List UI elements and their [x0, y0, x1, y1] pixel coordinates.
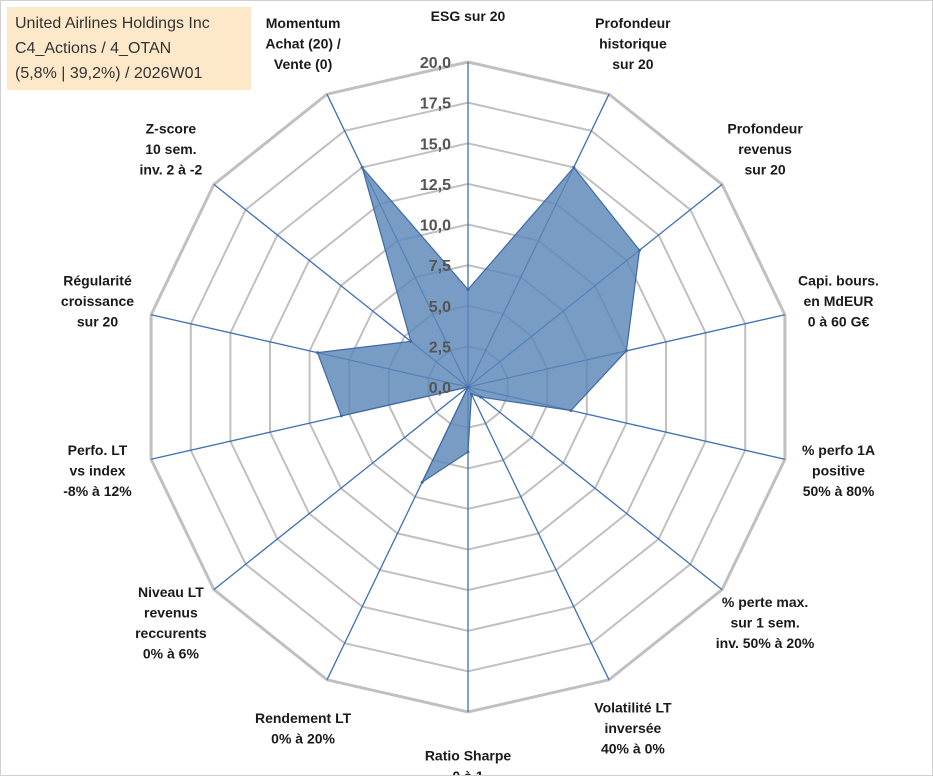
- tick-label: 12,5: [420, 177, 451, 194]
- tick-label: 5,0: [429, 299, 451, 316]
- data-point: [466, 450, 470, 454]
- axis-spoke: [467, 386, 723, 591]
- axis-label-line: sur 20: [744, 161, 785, 177]
- axis-label: % perte max. sur 1 sem. inv. 50% à 20%: [716, 594, 815, 651]
- axis-label: Ratio Sharpe 0 à 1: [425, 748, 512, 776]
- tick-label: 15,0: [420, 136, 451, 153]
- axis-label: % perfo 1A positive 50% à 80%: [802, 442, 875, 499]
- axis-label-line: 10 sem.: [145, 141, 196, 157]
- axis-label: Niveau LT revenus reccurents 0% à 6%: [135, 584, 207, 662]
- axis-label-line: 0 à 1: [452, 768, 483, 775]
- axis-label-line: revenus: [144, 604, 198, 620]
- axis-label-line: Achat (20) /: [265, 35, 341, 51]
- tick-label: 7,5: [429, 258, 451, 275]
- axis-label-line: 0% à 20%: [271, 730, 335, 746]
- axis-label-line: positive: [812, 462, 865, 478]
- axis-label-line: Note: [452, 1, 483, 4]
- axis-label-line: en MdEUR: [804, 293, 874, 309]
- axis-label-line: 50% à 80%: [803, 483, 875, 499]
- axis-label-line: inversée: [604, 720, 661, 736]
- axis-label: Z-score 10 sem. inv. 2 à -2: [140, 120, 203, 177]
- axis-label-line: Niveau LT: [138, 584, 204, 600]
- axis-label-line: sur 20: [77, 314, 118, 330]
- axis-label: Note ESG sur 20: [431, 1, 506, 24]
- tick-label: 10,0: [420, 218, 451, 235]
- axis-label-line: % perfo 1A: [802, 442, 875, 458]
- chart-title-box: United Airlines Holdings Inc C4_Actions …: [7, 7, 251, 90]
- axis-label: Perfo. LT vs index -8% à 12%: [63, 442, 132, 499]
- axis-label-line: Régularité: [63, 273, 132, 289]
- axis-label-line: sur 20: [612, 56, 653, 72]
- axis-label-line: sur 1 sem.: [730, 615, 799, 631]
- data-point: [420, 480, 424, 484]
- tick-label: 20,0: [420, 55, 451, 72]
- title-line-stats: (5,8% | 39,2%) / 2026W01: [15, 65, 203, 82]
- data-point: [316, 351, 319, 355]
- data-point: [572, 165, 576, 169]
- axis-label-line: reccurents: [135, 625, 207, 641]
- axis-label-line: Momentum: [266, 15, 341, 31]
- tick-label: 0,0: [429, 380, 451, 397]
- data-points: [316, 165, 641, 484]
- axis-label: Rendement LT 0% à 20%: [255, 710, 352, 747]
- title-line-category: C4_Actions / 4_OTAN: [15, 40, 172, 57]
- axis-label-line: Z-score: [146, 120, 197, 136]
- axis-label-line: historique: [599, 35, 667, 51]
- axis-label-line: 0 à 60 G€: [808, 314, 870, 330]
- axis-label-line: Profondeur: [727, 120, 803, 136]
- data-point: [479, 395, 483, 399]
- axis-label-line: Ratio Sharpe: [425, 748, 512, 764]
- axis-label: Profondeur historique sur 20: [595, 15, 671, 72]
- axis-label-line: inv. 2 à -2: [140, 161, 203, 177]
- axis-label-line: revenus: [738, 141, 792, 157]
- axis-label-line: croissance: [61, 293, 134, 309]
- axis-label-line: 40% à 0%: [601, 741, 665, 757]
- data-point: [470, 392, 473, 396]
- axis-label-line: Capi. bours.: [798, 273, 879, 289]
- axis-spoke: [467, 386, 610, 681]
- axis-label: Momentum Achat (20) / Vente (0): [265, 15, 341, 72]
- axis-label: Profondeur revenus sur 20: [727, 120, 803, 177]
- data-point: [624, 349, 628, 353]
- data-point: [638, 248, 641, 252]
- axis-label-line: Vente (0): [274, 56, 332, 72]
- axis-label-line: Perfo. LT: [68, 442, 128, 458]
- axis-label-line: inv. 50% à 20%: [716, 635, 815, 651]
- tick-label: 2,5: [429, 339, 451, 356]
- data-point: [339, 414, 343, 418]
- axis-label: Régularité croissance sur 20: [61, 273, 134, 330]
- tick-label: 17,5: [420, 96, 451, 113]
- title-line-company: United Airlines Holdings Inc: [15, 15, 210, 32]
- tick-labels: 0,0 2,5 5,0 7,5 10,0 12,5 15,0 17,5 20,0: [420, 55, 451, 397]
- axis-label-line: Rendement LT: [255, 710, 352, 726]
- axis-label-line: % perte max.: [722, 594, 808, 610]
- data-point: [569, 409, 573, 412]
- axis-label: Volatilité LT inversée 40% à 0%: [594, 700, 672, 757]
- axis-label-line: Profondeur: [595, 15, 671, 31]
- axis-spoke: [213, 386, 469, 591]
- axis-label-line: vs index: [69, 462, 125, 478]
- axis-label: Capi. bours. en MdEUR 0 à 60 G€: [798, 273, 879, 330]
- data-point: [409, 339, 413, 343]
- data-point: [466, 288, 470, 291]
- axis-label-line: -8% à 12%: [63, 483, 132, 499]
- data-point: [466, 385, 470, 389]
- axis-labels: Note ESG sur 20 Profondeur historique sur 20…: [61, 1, 879, 775]
- data-point: [360, 165, 364, 169]
- axis-label-line: 0% à 6%: [143, 645, 200, 661]
- axis-label-line: Volatilité LT: [594, 700, 672, 716]
- axis-label-line: ESG sur 20: [431, 8, 506, 24]
